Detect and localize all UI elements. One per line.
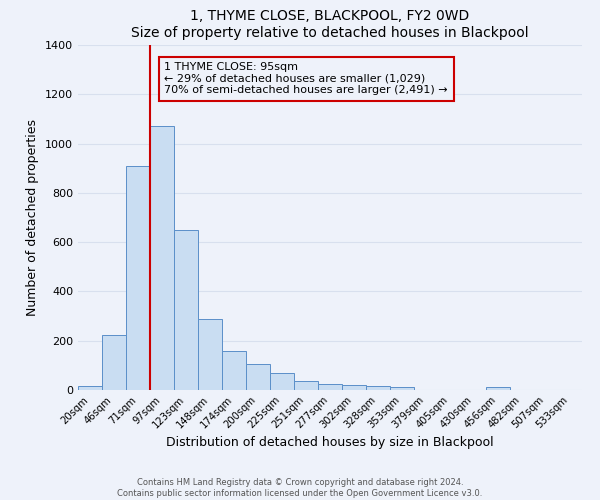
Y-axis label: Number of detached properties: Number of detached properties <box>26 119 40 316</box>
Bar <box>294 380 318 390</box>
Bar <box>150 126 174 390</box>
Title: 1, THYME CLOSE, BLACKPOOL, FY2 0WD
Size of property relative to detached houses : 1, THYME CLOSE, BLACKPOOL, FY2 0WD Size … <box>131 10 529 40</box>
Bar <box>366 386 390 390</box>
Bar <box>486 387 510 390</box>
Bar <box>102 334 126 390</box>
Bar <box>342 385 366 390</box>
Bar <box>126 166 150 390</box>
Text: 1 THYME CLOSE: 95sqm
← 29% of detached houses are smaller (1,029)
70% of semi-de: 1 THYME CLOSE: 95sqm ← 29% of detached h… <box>164 62 448 96</box>
X-axis label: Distribution of detached houses by size in Blackpool: Distribution of detached houses by size … <box>166 436 494 449</box>
Bar <box>174 230 198 390</box>
Bar <box>198 318 222 390</box>
Bar <box>222 350 246 390</box>
Bar <box>318 384 342 390</box>
Text: Contains HM Land Registry data © Crown copyright and database right 2024.
Contai: Contains HM Land Registry data © Crown c… <box>118 478 482 498</box>
Bar <box>390 387 414 390</box>
Bar <box>78 386 102 390</box>
Bar <box>246 364 270 390</box>
Bar <box>270 373 294 390</box>
